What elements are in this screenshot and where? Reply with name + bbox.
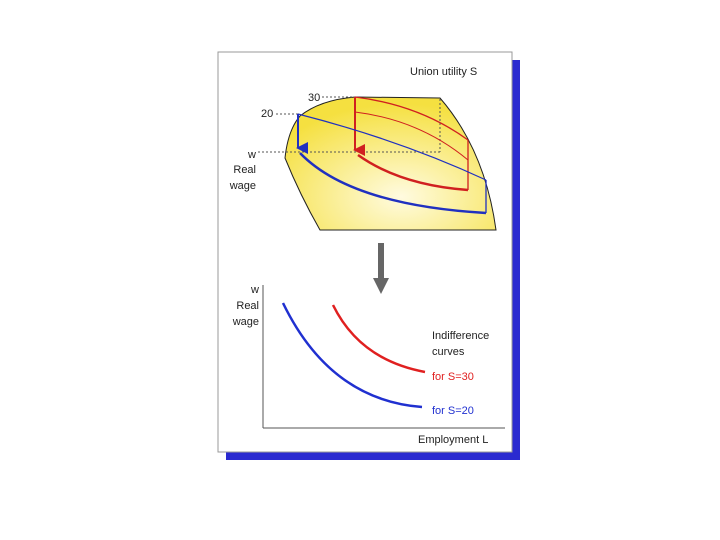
level-label: 30 bbox=[308, 92, 320, 104]
blue-level bbox=[296, 113, 487, 215]
level-label: 20 bbox=[261, 108, 273, 120]
axes bbox=[262, 285, 505, 429]
axis-label: Real bbox=[233, 164, 256, 176]
guide-lines bbox=[258, 96, 442, 153]
legend-entry: for S=30 bbox=[432, 371, 474, 383]
down-arrow bbox=[373, 243, 389, 294]
x-axis-label: Employment L bbox=[418, 434, 488, 446]
red-level bbox=[353, 96, 469, 192]
utility-surface bbox=[284, 96, 497, 231]
indifference-curve-low bbox=[281, 302, 423, 409]
title: Union utility S bbox=[410, 66, 477, 78]
axis-label: wage bbox=[229, 180, 256, 192]
axis-label: Real bbox=[236, 300, 259, 312]
axis-label: w bbox=[250, 284, 259, 296]
axis-label: wage bbox=[232, 316, 259, 328]
legend-entry: for S=20 bbox=[432, 405, 474, 417]
axis-label: w bbox=[247, 149, 256, 161]
legend-title: curves bbox=[432, 346, 465, 358]
legend-title: Indifference bbox=[432, 330, 489, 342]
indifference-curve-high bbox=[331, 304, 426, 374]
